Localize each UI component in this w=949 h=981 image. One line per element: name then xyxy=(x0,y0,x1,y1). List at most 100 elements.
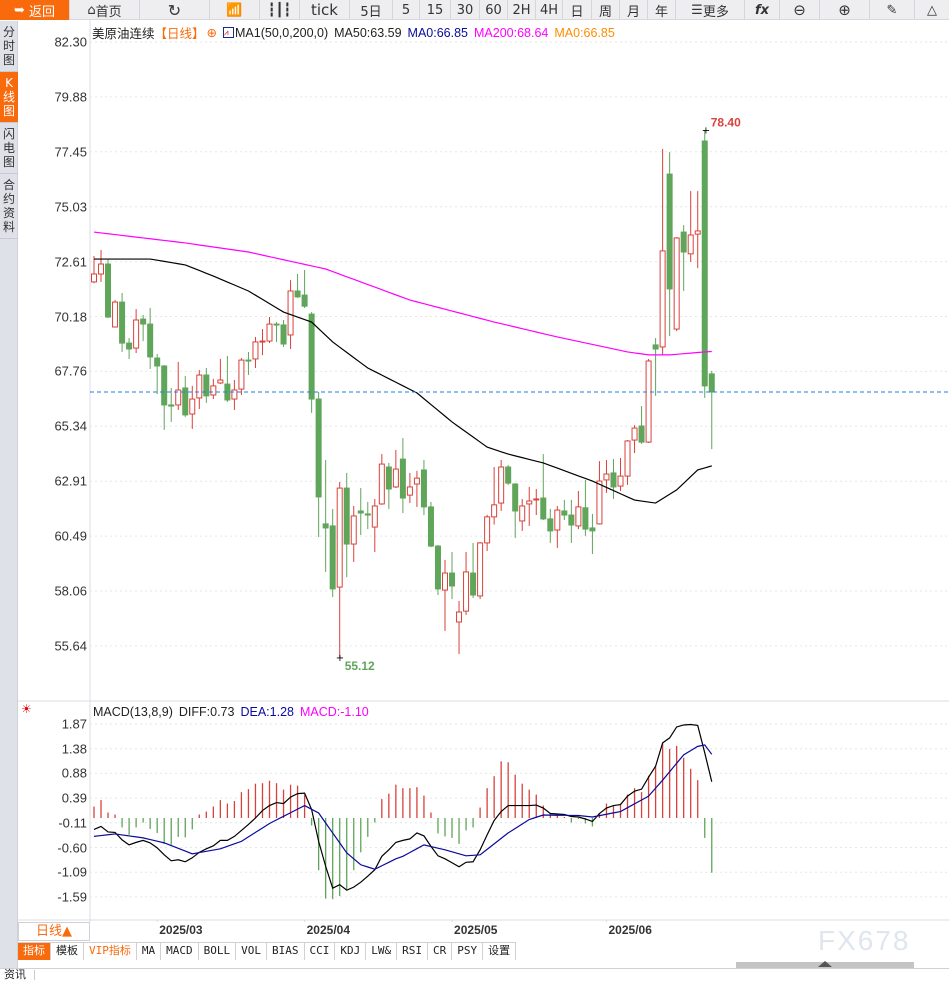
price-legend: 美原油连续 【日线】 ⊕ ⩘ MA1(50,0,200,0) MA50:63.5… xyxy=(92,23,615,42)
period-button-60[interactable]: 60 xyxy=(480,0,508,20)
sidebar-tab-2[interactable]: 闪电图 xyxy=(0,123,18,174)
zoom-out-icon: ⊖ xyxy=(793,1,806,19)
indicator-tab-0[interactable]: 指标 xyxy=(18,943,51,960)
period-button-15[interactable]: 15 xyxy=(420,0,451,20)
period-button-日[interactable]: 日 xyxy=(563,0,592,20)
indicator-tab-11[interactable]: RSI xyxy=(397,943,428,960)
back-button[interactable]: ➥ 返回 xyxy=(0,0,70,20)
price-tick-label: 82.30 xyxy=(54,34,87,50)
candle-down xyxy=(105,263,112,318)
add-icon[interactable]: ⊕ xyxy=(206,26,218,40)
indicator-tab-3[interactable]: MA xyxy=(137,943,162,960)
candle-up xyxy=(189,398,196,415)
candle-up xyxy=(350,515,357,545)
sidebar-tab-0[interactable]: 分时图 xyxy=(0,21,18,72)
candle-up xyxy=(252,341,259,360)
price-tick-label: 58.06 xyxy=(54,583,87,599)
price-tick-label: 65.34 xyxy=(54,418,87,434)
price-tick-label: 79.88 xyxy=(54,89,87,105)
candle-down xyxy=(666,173,673,290)
indicator-tab-13[interactable]: PSY xyxy=(452,943,484,960)
candle-down xyxy=(512,483,519,512)
candle-down xyxy=(434,545,441,590)
macd-tick-label: -1.09 xyxy=(57,864,87,880)
zoom-out-button[interactable]: ⊖ xyxy=(780,0,820,20)
candle-down xyxy=(161,365,168,406)
macd-tick-label: -0.60 xyxy=(57,840,87,855)
triangle-tool-button[interactable]: △ xyxy=(915,0,949,20)
refresh-button[interactable]: ↻ xyxy=(140,0,210,20)
macd-axis: 1.87 1.38 0.88 0.39 -0.11 -0.60 -1.09 -1.59 xyxy=(18,0,90,920)
indicator-tab-9[interactable]: KDJ xyxy=(335,943,367,960)
candle-down xyxy=(329,525,336,590)
period-button-周[interactable]: 周 xyxy=(592,0,620,20)
candle-up xyxy=(378,463,385,505)
news-tab[interactable]: 资讯 xyxy=(4,969,35,980)
function-icon: fx xyxy=(754,2,770,18)
candle-up xyxy=(617,475,624,487)
candle-up xyxy=(112,301,119,328)
indicator-tab-1[interactable]: 模板 xyxy=(51,943,84,960)
candle-down xyxy=(343,487,350,545)
candle-up xyxy=(575,506,582,527)
candle-down xyxy=(357,510,364,514)
candle-up xyxy=(687,234,694,255)
indicator-tab-8[interactable]: CCI xyxy=(305,943,336,960)
five-day-button[interactable]: 5日 xyxy=(350,0,393,20)
indicator-tab-2[interactable]: VIP指标 xyxy=(84,943,137,960)
date-tick-label: 2025/06 xyxy=(608,923,652,937)
sidebar-tab-1[interactable]: K线图 xyxy=(0,72,18,123)
indicator-settings-icon[interactable]: ☀ xyxy=(21,702,32,716)
period-button-年[interactable]: 年 xyxy=(648,0,676,20)
period-button-30[interactable]: 30 xyxy=(451,0,480,20)
ma-settings-icon[interactable]: ⩘ xyxy=(223,27,235,38)
ma200-line xyxy=(93,231,712,356)
candlestick-button[interactable]: ┇┃┇ xyxy=(260,0,300,20)
more-button[interactable]: ☰ 更多 xyxy=(676,0,745,20)
period-select-button[interactable]: 日线▲ xyxy=(18,922,90,941)
indicator-tab-10[interactable]: LW& xyxy=(366,943,398,960)
min-price-label: 55.12 xyxy=(345,659,375,673)
zoom-in-button[interactable]: ⊕ xyxy=(820,0,870,20)
candle-up xyxy=(91,273,97,283)
candle-down xyxy=(652,344,659,350)
period-button-月[interactable]: 月 xyxy=(620,0,648,20)
function-button[interactable]: fx xyxy=(745,0,780,20)
indicator-tab-5[interactable]: BOLL xyxy=(199,943,237,960)
horizontal-scrollbar[interactable] xyxy=(736,961,914,968)
candle-up xyxy=(442,572,448,591)
menu-icon: ☰ xyxy=(691,2,703,18)
indicator-tab-14[interactable]: 设置 xyxy=(483,943,517,960)
indicator-tab-6[interactable]: VOL xyxy=(236,943,267,960)
price-tick-label: 55.64 xyxy=(54,638,87,654)
bottom-panel: 资讯 xyxy=(0,968,949,980)
sidebar-tab-3[interactable]: 合约资料 xyxy=(0,174,18,239)
period-button-5[interactable]: 5 xyxy=(393,0,420,20)
draw-button[interactable]: ✎ xyxy=(870,0,915,20)
candle-down xyxy=(582,507,589,530)
tick-button[interactable]: tick xyxy=(300,0,350,20)
indicator-tab-12[interactable]: CR xyxy=(428,943,453,960)
period-button-4H[interactable]: 4H xyxy=(536,0,563,20)
date-tick-label: 2025/05 xyxy=(454,923,498,937)
price-tick-label: 62.91 xyxy=(54,473,87,489)
candle-up xyxy=(336,487,343,588)
candle-down xyxy=(154,357,161,367)
indicator-chart-button[interactable]: 📶 xyxy=(210,0,260,20)
home-button[interactable]: ⌂ 首页 xyxy=(70,0,140,20)
candle-up xyxy=(498,466,505,504)
indicator-tab-4[interactable]: MACD xyxy=(161,943,199,960)
period-button-2H[interactable]: 2H xyxy=(508,0,536,20)
macd-legend: MACD(13,8,9) DIFF:0.73 DEA:1.28 MACD:-1.… xyxy=(93,705,369,719)
symbol-name: 美原油连续 xyxy=(92,27,155,41)
candle-up xyxy=(210,385,217,396)
ma0-value: MA0:66.85 xyxy=(407,25,469,40)
candle-down xyxy=(119,301,126,344)
indicator-tab-7[interactable]: BIAS xyxy=(267,943,305,960)
candle-up xyxy=(217,379,224,384)
candle-up xyxy=(287,290,294,336)
macd-tick-label: 1.87 xyxy=(61,716,87,732)
price-tick-label: 72.61 xyxy=(54,254,87,270)
back-arrow-icon: ➥ xyxy=(13,2,29,18)
chart-canvas[interactable]: +78.40+55.12 xyxy=(0,0,949,922)
